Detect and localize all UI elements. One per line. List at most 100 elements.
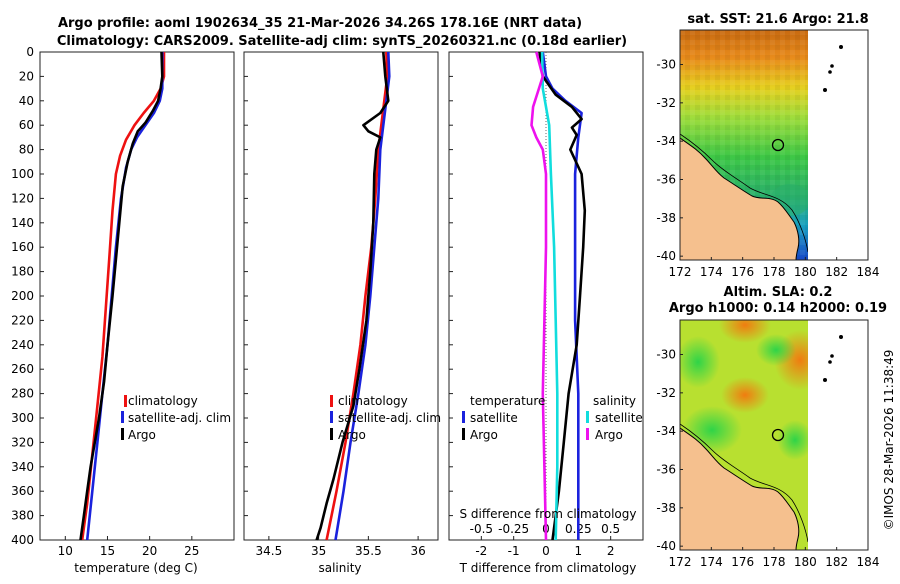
map-y-tick-label: -34 <box>656 134 676 148</box>
legend-label: satellite-adj. clim <box>338 411 441 425</box>
legend-label: satellite <box>470 411 518 425</box>
series-line-t-argo <box>538 51 587 541</box>
legend-marker-s-argo <box>586 428 589 440</box>
figure-title-line1: Argo profile: aoml 1902634_35 21-Mar-202… <box>58 16 582 31</box>
legend-marker-argo <box>330 428 333 440</box>
depth-tick-label: 220 <box>11 313 34 327</box>
salinity-xlabel: salinity <box>318 561 361 575</box>
map-x-tick-label: 178 <box>763 265 786 279</box>
temperature-legend: climatology satellite-adj. clim Argo <box>121 394 231 442</box>
map-y-tick-label: -30 <box>656 58 676 72</box>
sla-map-title: Altim. SLA: 0.2 <box>724 285 833 300</box>
depth-axis: 0 20 40 60 80 100 120 140 160 180 200 220 240 260 280 3… <box>11 45 453 547</box>
figure-title-line2: Climatology: CARS2009. Satellite-adj cli… <box>57 34 627 49</box>
sla-map-subtitle: Argo h1000: 0.14 h2000: 0.19 <box>669 301 887 316</box>
map-x-tick-label: 180 <box>794 555 817 569</box>
x-tick-label: 35 <box>311 544 326 558</box>
map-x-tick-label: 178 <box>763 555 786 569</box>
sst-argo-location-marker <box>771 138 785 152</box>
map-x-tick-label: 182 <box>825 555 848 569</box>
map-x-tick-label: 184 <box>857 555 880 569</box>
x-tick-label: 36 <box>410 544 425 558</box>
sst-map-axes: 172 174 176 178 180 182 184 -30 -32 -34 -36 -38 -40 <box>656 58 879 280</box>
map-x-tick-label: 180 <box>794 265 817 279</box>
legend-marker-s-satellite <box>586 411 589 423</box>
map-y-tick-label: -30 <box>656 348 676 362</box>
series-line-s-satellite <box>540 51 559 541</box>
depth-tick-label: 360 <box>11 484 34 498</box>
island <box>828 70 832 74</box>
depth-tick-label: 140 <box>11 216 34 230</box>
legend-title-salinity: salinity <box>593 394 636 408</box>
sst-islands <box>823 45 843 92</box>
sla-land <box>680 427 800 550</box>
s-tick-label: 0.5 <box>601 522 620 536</box>
legend-marker-satellite <box>121 411 124 423</box>
x-tick-label: 1 <box>575 544 583 558</box>
sst-blank-area <box>808 30 868 260</box>
depth-tick-label: 80 <box>19 143 34 157</box>
sst-map-title: sat. SST: 21.6 Argo: 21.8 <box>687 12 868 27</box>
series-line-argo <box>315 51 390 541</box>
island <box>839 45 843 49</box>
s-tick-label: -0.25 <box>498 522 529 536</box>
salinity-panel <box>243 51 439 541</box>
sla-contour <box>680 423 808 543</box>
legend-label: satellite <box>595 411 643 425</box>
sla-argo-location-marker <box>771 428 785 442</box>
legend-marker-t-argo <box>462 428 465 440</box>
island <box>828 360 832 364</box>
sla-map <box>680 320 808 550</box>
legend-marker-climatology <box>124 395 127 407</box>
sla-high-patch <box>721 377 769 413</box>
map-y-tick-label: -40 <box>656 249 676 263</box>
map-x-tick-label: 172 <box>669 555 692 569</box>
series-line-satellite-adj-clim <box>334 51 391 541</box>
x-tick-label: 10 <box>58 544 73 558</box>
sst-contour <box>680 133 808 253</box>
map-x-tick-label: 176 <box>731 265 754 279</box>
copyright-stamp: ©IMOS 28-Mar-2026 11:38:49 <box>882 350 896 531</box>
legend-title-temperature: temperature <box>470 394 545 408</box>
depth-tick-label: 400 <box>11 533 34 547</box>
map-x-tick-label: 182 <box>825 265 848 279</box>
sla-high-patch <box>719 320 771 343</box>
depth-tick-label: 0 <box>26 45 34 59</box>
map-x-tick-label: 176 <box>731 555 754 569</box>
legend-label: satellite-adj. clim <box>128 411 231 425</box>
depth-tick-label: 340 <box>11 460 34 474</box>
sst-land <box>680 137 800 260</box>
depth-tick-label: 260 <box>11 362 34 376</box>
difference-legend: temperature satellite Argo salinity sate… <box>462 394 643 442</box>
temperature-panel <box>39 51 235 541</box>
legend-marker-t-satellite <box>462 411 465 423</box>
depth-tick-label: 280 <box>11 387 34 401</box>
series-line-s-argo <box>530 51 548 541</box>
depth-tick-label: 60 <box>19 118 34 132</box>
legend-label: climatology <box>338 394 408 408</box>
depth-tick-label: 200 <box>11 289 34 303</box>
depth-tick-label: 20 <box>19 69 34 83</box>
map-y-tick-label: -34 <box>656 424 676 438</box>
sla-low-patch <box>680 336 720 388</box>
depth-tick-label: 40 <box>19 94 34 108</box>
depth-tick-label: 160 <box>11 240 34 254</box>
legend-marker-argo <box>121 428 124 440</box>
sla-low-patch <box>756 334 796 366</box>
s-tick-label: -0.5 <box>470 522 493 536</box>
map-y-tick-label: -40 <box>656 539 676 553</box>
x-tick-label: 35.5 <box>355 544 382 558</box>
x-tick-label: -2 <box>475 544 487 558</box>
s-difference-xlabel: S difference from climatology <box>460 507 637 521</box>
map-x-tick-label: 174 <box>700 265 723 279</box>
map-y-tick-label: -32 <box>656 96 676 110</box>
legend-label: Argo <box>338 428 366 442</box>
depth-tick-label: 180 <box>11 265 34 279</box>
sla-low-patch <box>777 420 808 460</box>
x-tick-label: 15 <box>100 544 115 558</box>
legend-label: Argo <box>595 428 623 442</box>
salinity-legend: climatology satellite-adj. clim Argo <box>330 394 441 442</box>
legend-marker-climatology <box>330 395 333 407</box>
legend-label: Argo <box>128 428 156 442</box>
series-line-climatology <box>80 52 166 541</box>
